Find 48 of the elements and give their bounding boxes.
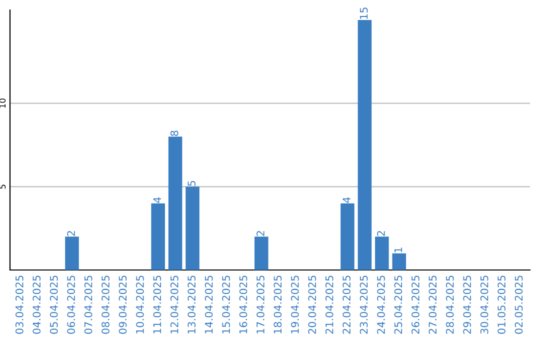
x-tick-label: 10.04.2025 [136, 276, 144, 334]
x-tick-label: 07.04.2025 [84, 276, 92, 334]
x-tick-label: 26.04.2025 [412, 276, 420, 334]
data-label: 4 [342, 197, 350, 203]
data-label: 2 [256, 231, 264, 236]
data-label: 15 [360, 8, 368, 19]
data-label: 5 [188, 180, 196, 186]
x-tick-label: 23.04.2025 [360, 276, 368, 334]
bar [151, 203, 165, 270]
data-label: 2 [67, 231, 75, 236]
bar [65, 236, 79, 270]
x-tick-label: 28.04.2025 [446, 276, 454, 334]
x-tick-label: 25.04.2025 [394, 276, 402, 334]
bar [340, 203, 354, 270]
x-tick-label: 13.04.2025 [188, 276, 196, 334]
x-tick-label: 30.04.2025 [480, 276, 488, 334]
data-label: 2 [377, 231, 385, 236]
data-label: 8 [170, 130, 178, 136]
bar [168, 136, 182, 270]
x-tick-label: 21.04.2025 [325, 276, 334, 334]
x-tick-label: 08.04.2025 [102, 276, 110, 334]
x-tick-label: 12.04.2025 [170, 276, 178, 334]
data-label: 1 [394, 248, 402, 252]
bar [392, 253, 406, 270]
x-tick-label: 18.04.2025 [274, 276, 282, 334]
x-tick-label: 02.05.2025 [514, 276, 523, 334]
x-tick-label: 20.04.2025 [308, 276, 316, 334]
x-tick-label: 04.04.2025 [32, 276, 41, 334]
x-tick-label: 03.04.2025 [15, 276, 24, 334]
x-tick-label: 22.04.2025 [342, 276, 351, 334]
data-label: 4 [153, 197, 161, 203]
x-tick-label: 01.05.2025 [498, 276, 506, 334]
x-tick-label: 09.04.2025 [118, 276, 127, 334]
bar [186, 186, 200, 270]
x-tick-label: 14.04.2025 [204, 276, 213, 334]
bar [254, 236, 268, 270]
x-tick-label: 24.04.2025 [377, 276, 385, 334]
x-tick-label: 19.04.2025 [290, 276, 299, 334]
bar [358, 20, 372, 270]
x-tick-label: 06.04.2025 [67, 276, 76, 334]
x-tick-label: 15.04.2025 [222, 276, 230, 334]
x-tick-label: 29.04.2025 [463, 276, 472, 334]
x-tick-label: 16.04.2025 [239, 276, 248, 334]
bar [375, 236, 389, 270]
x-tick-label: 17.04.2025 [256, 276, 264, 334]
x-tick-label: 05.04.2025 [50, 276, 58, 334]
x-tick-label: 27.04.2025 [428, 276, 437, 334]
x-tick-label: 11.04.2025 [153, 276, 162, 334]
